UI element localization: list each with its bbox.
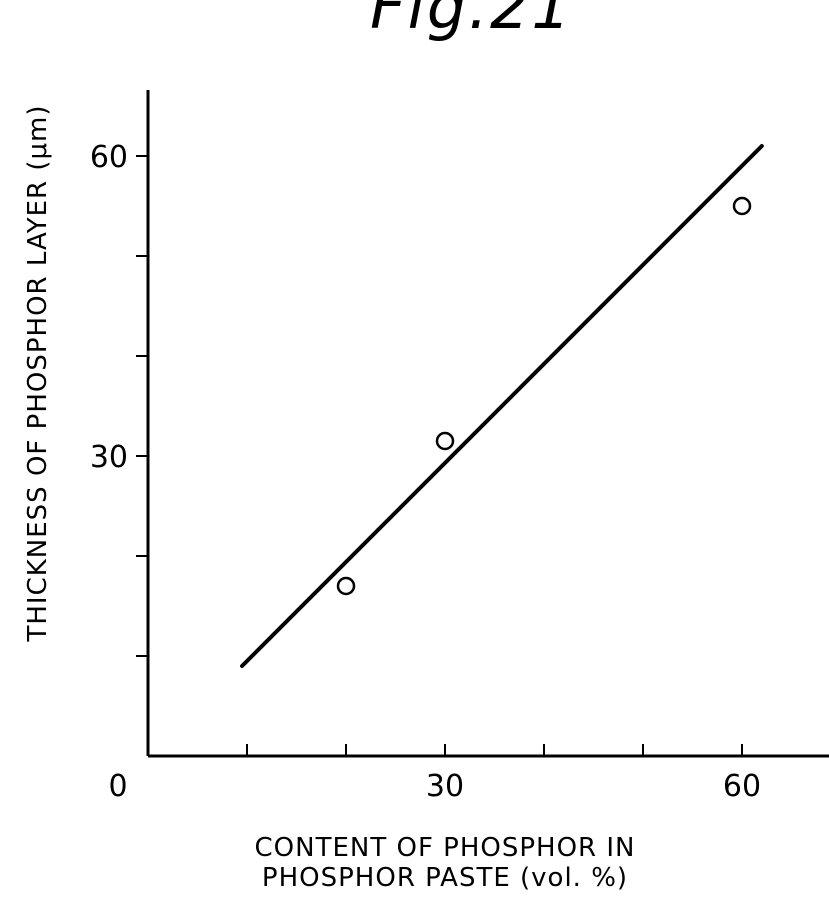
x-axis-label-line-2: PHOSPHOR PASTE (vol. %) [262,863,628,893]
axes [146,90,829,758]
ticks [136,155,743,756]
y-axis-label: THICKNESS OF PHOSPHOR LAYER (μm) [23,104,53,642]
data-points [336,196,752,596]
x-axis-label-line-1: CONTENT OF PHOSPHOR IN [255,833,636,863]
data-point-2 [435,431,455,451]
x-tick-label-30: 30 [426,769,464,804]
y-tick-label-30: 30 [90,440,128,475]
fit-line-group [240,144,764,668]
x-tick-label-60: 60 [723,769,761,804]
y-tick-label-60: 60 [90,140,128,175]
data-point-3 [732,196,752,216]
tick-labels: 30 60 30 60 [90,140,761,804]
origin-label: 0 [108,769,127,804]
data-point-1 [336,576,356,596]
fit-line [240,144,764,668]
chart-title: Fig.21 [370,0,573,43]
